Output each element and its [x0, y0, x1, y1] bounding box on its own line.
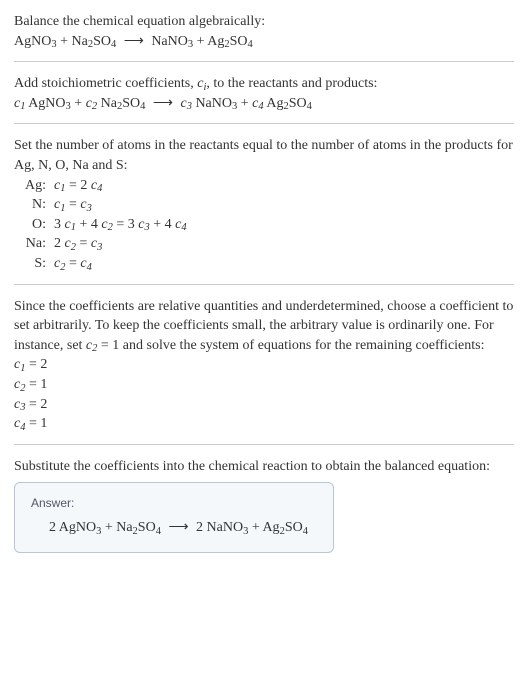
arrow-icon: ⟶: [149, 96, 177, 111]
section-coefficients: Add stoichiometric coefficients, ci, to …: [14, 74, 514, 113]
coeff-equation: c1 AgNO3 + c2 Na2SO4 ⟶ c3 NaNO3 + c4 Ag2…: [14, 94, 514, 114]
balance-intro: Set the number of atoms in the reactants…: [14, 136, 514, 175]
answer-intro: Substitute the coefficients into the che…: [14, 457, 514, 477]
divider: [14, 284, 514, 285]
coeff-c1: c1 = 2: [14, 355, 514, 375]
section-solve: Since the coefficients are relative quan…: [14, 297, 514, 434]
arrow-icon: ⟶: [164, 520, 192, 535]
section-problem: Balance the chemical equation algebraica…: [14, 12, 514, 51]
product-1: NaNO3: [151, 34, 193, 49]
arrow-icon: ⟶: [120, 34, 148, 49]
balance-row-na: Na: 2 c2 = c3: [14, 234, 191, 254]
balance-table: Ag: c1 = 2 c4 N: c1 = c3 O: 3 c1 + 4 c2 …: [14, 176, 191, 274]
section-answer: Substitute the coefficients into the che…: [14, 457, 514, 553]
section-atom-balance: Set the number of atoms in the reactants…: [14, 136, 514, 273]
balance-row-n: N: c1 = c3: [14, 195, 191, 215]
balance-row-o: O: 3 c1 + 4 c2 = 3 c3 + 4 c4: [14, 215, 191, 235]
answer-label: Answer:: [31, 495, 317, 512]
product-2: + Ag2SO4: [193, 34, 253, 49]
coeff-intro: Add stoichiometric coefficients, ci, to …: [14, 74, 514, 94]
divider: [14, 444, 514, 445]
answer-box: Answer: 2 AgNO3 + Na2SO4 ⟶ 2 NaNO3 + Ag2…: [14, 482, 334, 552]
reactant-1: AgNO3: [14, 34, 57, 49]
solve-intro: Since the coefficients are relative quan…: [14, 297, 514, 356]
problem-intro: Balance the chemical equation algebraica…: [14, 12, 514, 32]
divider: [14, 123, 514, 124]
balance-row-s: S: c2 = c4: [14, 254, 191, 274]
divider: [14, 61, 514, 62]
reactant-2: + Na2SO4: [57, 34, 117, 49]
balance-row-ag: Ag: c1 = 2 c4: [14, 176, 191, 196]
coeff-c2: c2 = 1: [14, 375, 514, 395]
coeff-values: c1 = 2 c2 = 1 c3 = 2 c4 = 1: [14, 355, 514, 433]
coeff-c4: c4 = 1: [14, 414, 514, 434]
problem-equation: AgNO3 + Na2SO4 ⟶ NaNO3 + Ag2SO4: [14, 32, 514, 52]
coeff-c3: c3 = 2: [14, 395, 514, 415]
answer-equation: 2 AgNO3 + Na2SO4 ⟶ 2 NaNO3 + Ag2SO4: [31, 518, 317, 538]
